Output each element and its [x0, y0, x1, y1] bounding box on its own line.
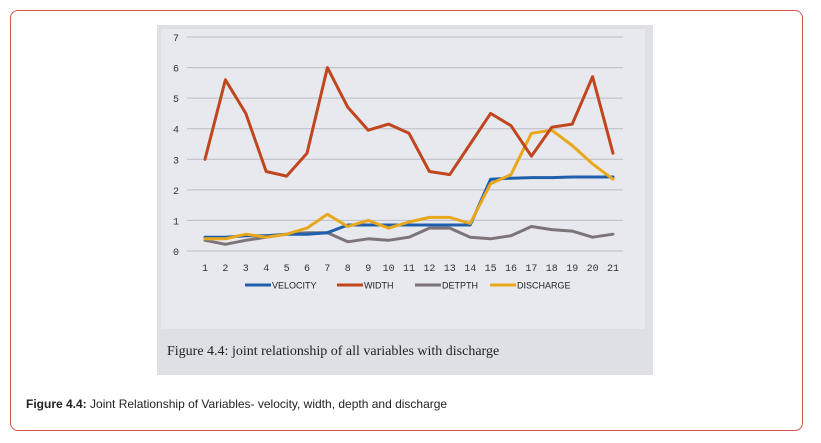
y-tick-label: 4	[173, 126, 179, 137]
x-tick-label: 13	[444, 264, 456, 275]
x-tick-label: 14	[464, 264, 476, 275]
x-tick-label: 15	[485, 264, 497, 275]
y-tick-label: 1	[173, 217, 179, 228]
y-tick-label: 6	[173, 65, 179, 76]
x-tick-label: 20	[587, 264, 599, 275]
x-tick-label: 19	[566, 264, 578, 275]
x-tick-label: 1	[202, 264, 208, 275]
x-tick-label: 11	[403, 264, 415, 275]
x-tick-label: 8	[345, 264, 351, 275]
x-tick-label: 4	[263, 264, 269, 275]
legend-label: DETPTH	[442, 281, 478, 291]
legend-label: DISCHARGE	[517, 281, 571, 291]
figure-caption: Figure 4.4: Joint Relationship of Variab…	[26, 397, 447, 411]
x-tick-label: 16	[505, 264, 517, 275]
series-line-discharge	[203, 128, 615, 241]
x-tick-label: 17	[525, 264, 537, 275]
legend-label: VELOCITY	[272, 281, 317, 291]
x-tick-label: 12	[423, 264, 435, 275]
x-tick-label: 21	[607, 264, 619, 275]
figure-caption-label: Figure 4.4:	[26, 397, 87, 411]
series-line-width	[203, 66, 615, 178]
x-tick-label: 5	[284, 264, 290, 275]
y-tick-label: 5	[173, 95, 179, 106]
y-tick-label: 7	[173, 34, 179, 45]
x-tick-label: 6	[304, 264, 310, 275]
x-tick-label: 9	[365, 264, 371, 275]
figure-caption-text: Joint Relationship of Variables- velocit…	[86, 397, 448, 411]
y-tick-label: 3	[173, 156, 179, 167]
x-tick-label: 2	[222, 264, 228, 275]
photo-caption: Figure 4.4: joint relationship of all va…	[167, 344, 499, 359]
x-tick-label: 7	[324, 264, 330, 275]
x-tick-label: 10	[383, 264, 395, 275]
y-tick-label: 2	[173, 187, 179, 198]
x-tick-label: 3	[243, 264, 249, 275]
legend-label: WIDTH	[364, 281, 394, 291]
x-tick-label: 18	[546, 264, 558, 275]
y-tick-label: 0	[173, 248, 179, 259]
